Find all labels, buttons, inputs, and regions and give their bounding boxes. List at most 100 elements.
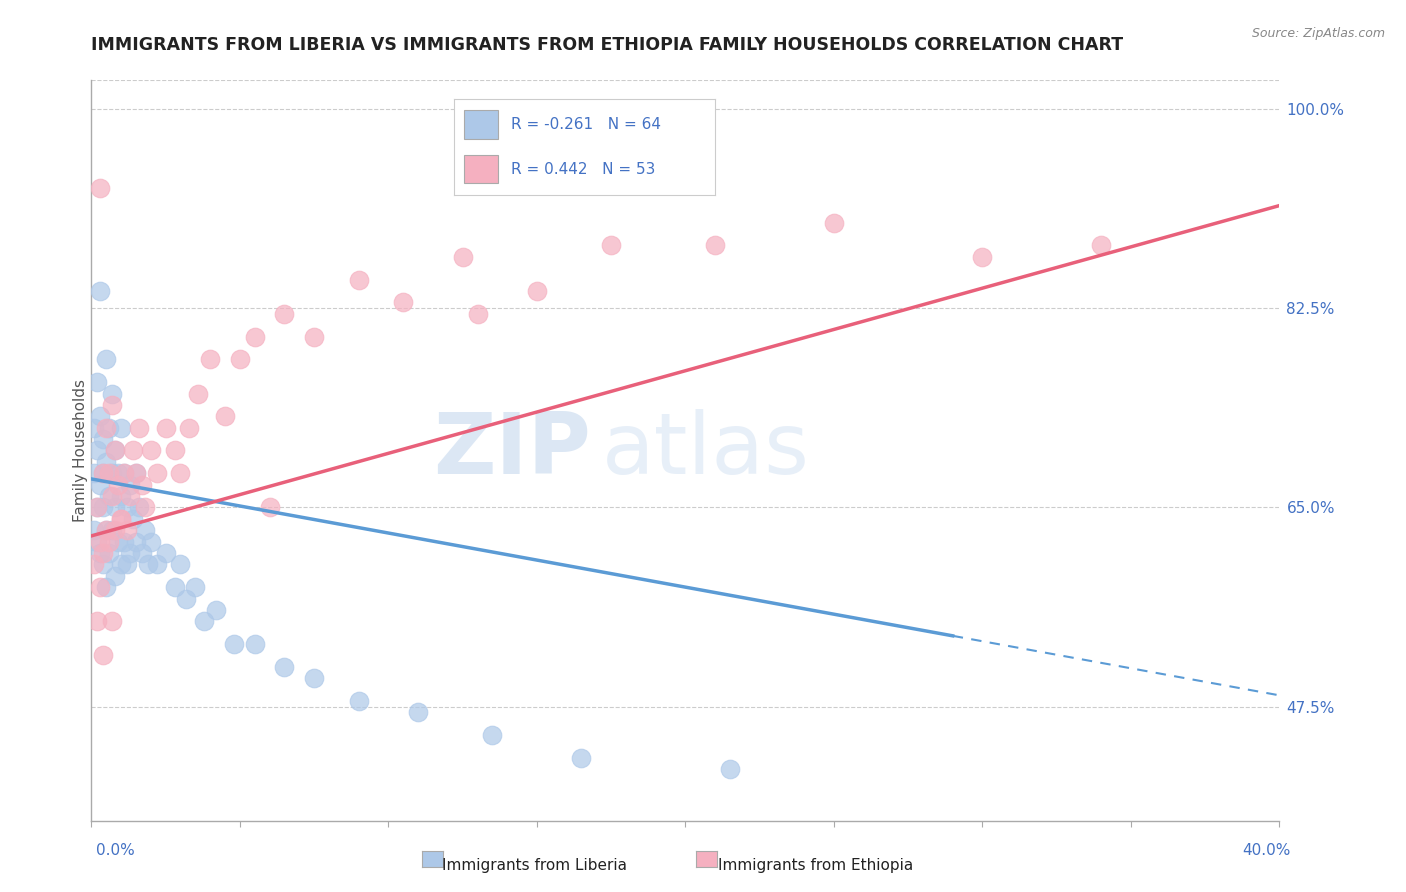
Point [96,523,118,537]
Point [104,443,127,458]
Point [302,671,325,685]
Point [163,443,186,458]
Point [89,546,111,560]
Point [139,443,162,458]
Text: 0.0%: 0.0% [96,843,135,858]
Text: Immigrants from Ethiopia: Immigrants from Ethiopia [718,858,912,873]
Point [96,420,118,434]
Point [89,580,111,594]
Point [83,420,105,434]
Point [406,706,429,720]
Point [179,420,201,434]
Point [86,500,108,515]
Point [131,546,153,560]
Point [96,580,118,594]
Point [131,477,153,491]
Point [347,694,370,708]
Point [86,375,108,389]
Point [104,443,127,458]
Point [101,615,124,629]
Point [139,534,162,549]
Point [98,420,121,434]
Point [83,558,105,572]
Point [125,534,148,549]
Point [128,420,150,434]
Point [96,352,118,367]
Point [451,250,474,264]
Point [107,534,129,549]
Point [273,307,295,321]
Point [110,512,132,526]
Point [526,284,548,298]
Point [347,272,370,286]
Point [222,637,245,651]
Point [125,467,148,481]
Text: IMMIGRANTS FROM LIBERIA VS IMMIGRANTS FROM ETHIOPIA FAMILY HOUSEHOLDS CORRELATIO: IMMIGRANTS FROM LIBERIA VS IMMIGRANTS FR… [91,36,1123,54]
Point [273,660,295,674]
Point [187,386,209,401]
Point [214,409,236,424]
Point [115,523,138,537]
Point [89,477,111,491]
Point [118,489,141,503]
Point [104,523,127,537]
Point [176,591,198,606]
Point [91,558,114,572]
Text: 40.0%: 40.0% [1243,843,1291,858]
Point [112,467,135,481]
Point [91,500,114,515]
Point [104,568,127,582]
Point [112,467,135,481]
Point [169,467,191,481]
Point [96,455,118,469]
Point [83,523,105,537]
Point [101,523,124,537]
Point [101,467,124,481]
Point [128,500,150,515]
Point [98,467,121,481]
Point [89,409,111,424]
Point [972,250,994,264]
Point [823,216,845,230]
Point [600,238,623,252]
Point [229,352,252,367]
Point [155,420,177,434]
Text: Immigrants from Liberia: Immigrants from Liberia [441,858,627,873]
Point [89,284,111,298]
Point [184,580,207,594]
Point [91,467,114,481]
Point [91,467,114,481]
Point [115,558,138,572]
Point [122,512,145,526]
Point [155,546,177,560]
Point [118,546,141,560]
Point [91,432,114,446]
Point [145,558,167,572]
Point [163,580,186,594]
Point [134,500,156,515]
Point [86,500,108,515]
Point [91,648,114,663]
Point [145,467,167,481]
Point [112,534,135,549]
Point [704,238,727,252]
Point [118,477,141,491]
Point [193,615,215,629]
Point [89,181,111,195]
Point [86,534,108,549]
Point [86,615,108,629]
Point [104,500,127,515]
Point [83,467,105,481]
Text: ZIP: ZIP [433,409,591,492]
Point [718,763,741,777]
Point [1090,238,1112,252]
Point [243,637,266,651]
Point [125,467,148,481]
Point [89,534,111,549]
Point [134,523,156,537]
Point [110,420,132,434]
Point [169,558,191,572]
Point [259,500,281,515]
Point [101,489,124,503]
Point [107,467,129,481]
